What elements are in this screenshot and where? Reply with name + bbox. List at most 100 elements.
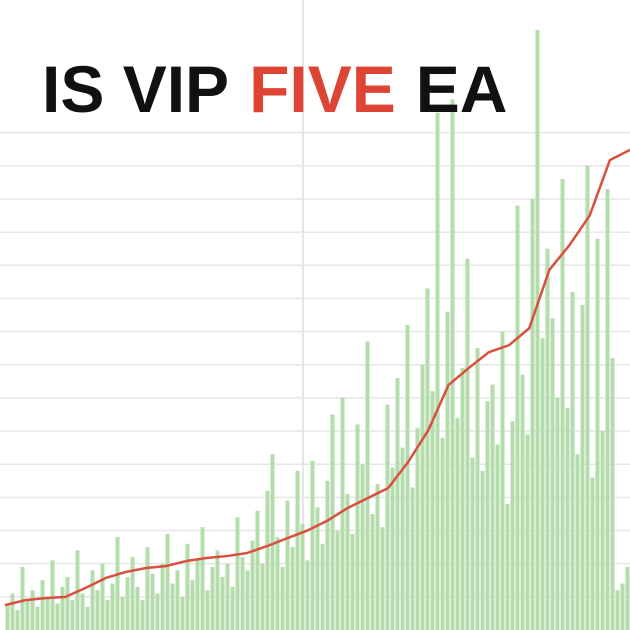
bar [360, 464, 365, 630]
line [4, 148, 630, 607]
bar [590, 477, 595, 630]
bar [150, 573, 155, 630]
bar [615, 590, 620, 630]
bar [35, 606, 40, 630]
bar [10, 593, 15, 630]
bar [420, 364, 425, 630]
bar [500, 331, 505, 630]
bar [325, 480, 330, 630]
bar [80, 593, 85, 630]
bar [490, 384, 495, 630]
bar [260, 563, 265, 630]
bar [70, 600, 75, 630]
lines [4, 148, 630, 607]
bar [580, 305, 585, 630]
bar [545, 248, 550, 630]
bar [475, 348, 480, 630]
bar [355, 424, 360, 630]
bar [280, 567, 285, 630]
bar [425, 288, 430, 630]
chart-title: IS VIP FIVE EA [42, 52, 507, 126]
bar [440, 437, 445, 630]
bar [540, 338, 545, 630]
bar [245, 570, 250, 630]
bar [515, 205, 520, 630]
bar [205, 590, 210, 630]
bar [100, 563, 105, 630]
bar [40, 580, 45, 630]
bar [270, 454, 275, 630]
bar [285, 500, 290, 630]
bar [345, 494, 350, 630]
bar [45, 596, 50, 630]
bar [570, 291, 575, 630]
bar [435, 112, 440, 630]
bar [295, 470, 300, 630]
bar [125, 576, 130, 630]
bar [585, 165, 590, 630]
bar [575, 454, 580, 630]
bar [210, 567, 215, 630]
bar [170, 583, 175, 630]
bar [610, 358, 615, 630]
bar [485, 401, 490, 630]
bar [315, 507, 320, 630]
bar [235, 517, 240, 630]
bar [415, 427, 420, 630]
title-part: FIVE [249, 52, 396, 126]
bar [300, 523, 305, 630]
bar [110, 583, 115, 630]
bar [480, 470, 485, 630]
bar [530, 198, 535, 630]
bar [65, 576, 70, 630]
bar [25, 600, 30, 630]
bar [155, 593, 160, 630]
bar [165, 533, 170, 630]
bar [85, 606, 90, 630]
bar [470, 457, 475, 630]
bar [180, 596, 185, 630]
bar [335, 530, 340, 630]
title-part: IS VIP [42, 52, 229, 126]
bar [520, 374, 525, 630]
bar [555, 397, 560, 630]
bar [15, 610, 20, 630]
bar [605, 189, 610, 630]
bar [50, 560, 55, 630]
bar [320, 543, 325, 630]
bar [305, 560, 310, 630]
bar [495, 444, 500, 630]
bar [130, 557, 135, 630]
bar [250, 540, 255, 630]
bar [225, 563, 230, 630]
bar [175, 570, 180, 630]
bar [560, 179, 565, 630]
bar [240, 557, 245, 630]
bar [55, 603, 60, 630]
bar [565, 407, 570, 630]
bar [365, 341, 370, 630]
bar [20, 567, 25, 630]
bar [505, 504, 510, 630]
bar [310, 460, 315, 630]
bar [465, 258, 470, 630]
bar [200, 527, 205, 630]
bar [525, 434, 530, 630]
bar [430, 391, 435, 630]
bar [215, 550, 220, 630]
bar [275, 537, 280, 630]
bar [550, 318, 555, 630]
bar [405, 324, 410, 630]
bar [375, 484, 380, 630]
bar [460, 368, 465, 630]
bar [400, 447, 405, 630]
bar [5, 603, 10, 630]
bar [255, 510, 260, 630]
bar [115, 537, 120, 630]
bar [455, 417, 460, 630]
bar [595, 238, 600, 630]
bar [340, 397, 345, 630]
bar [350, 533, 355, 630]
bar [445, 311, 450, 630]
